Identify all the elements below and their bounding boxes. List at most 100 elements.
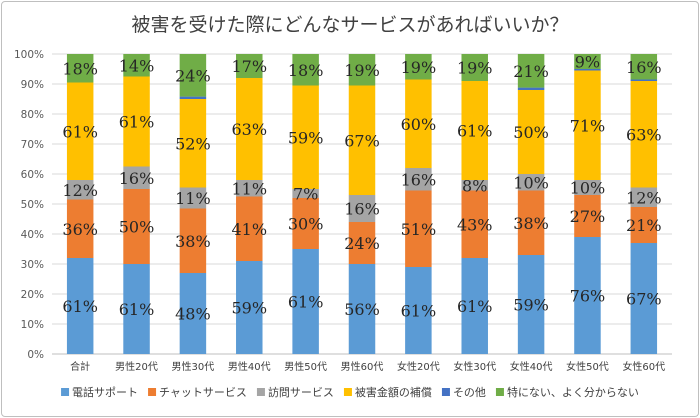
- data-label: 56%: [344, 300, 380, 319]
- bar-segment: [348, 222, 376, 264]
- legend-item: 電話サポート: [61, 385, 138, 399]
- data-label: 52%: [175, 134, 211, 153]
- data-labels: 61% 36% 12% 61% 18% 61% 50% 16% 61% 14% 48% 38% 11% 5…: [62, 53, 661, 324]
- bar-segment: [123, 166, 150, 189]
- bar-segment: [66, 54, 94, 83]
- bar-segment: [236, 180, 263, 197]
- data-label: 41%: [231, 220, 267, 239]
- chart-title: 被害を受けた際にどんなサービスがあればいいか？: [131, 14, 568, 36]
- bar-segment: [66, 258, 94, 354]
- data-label: 61%: [62, 122, 98, 141]
- data-label: 61%: [119, 300, 155, 319]
- bar-segment: [405, 168, 432, 191]
- data-label: 16%: [344, 200, 380, 219]
- bar-segment: [630, 54, 658, 80]
- data-label: 24%: [344, 234, 380, 253]
- bar-segment: [574, 237, 601, 354]
- data-label: 36%: [62, 220, 98, 239]
- x-tick-label: 男性50代: [284, 360, 327, 373]
- y-tick-label: 90%: [21, 79, 44, 91]
- data-label: 61%: [288, 293, 324, 312]
- data-label: 19%: [457, 59, 493, 78]
- y-tick-label: 0%: [27, 349, 44, 361]
- bar-segment: [123, 76, 150, 167]
- data-label: 61%: [401, 302, 437, 321]
- data-label: 21%: [513, 62, 549, 81]
- x-tick-label: 男性60代: [341, 360, 384, 373]
- data-label: 61%: [457, 122, 493, 141]
- data-label: 38%: [175, 232, 211, 251]
- data-label: 76%: [570, 287, 606, 306]
- bar-segment: [517, 174, 545, 191]
- bar-segment: [517, 190, 545, 255]
- legend-item: 訪問サービス: [256, 385, 334, 399]
- bar-segment: [236, 54, 263, 78]
- bar-segment: [630, 81, 658, 188]
- legend-item: 被害金額の補償: [343, 385, 432, 399]
- data-label: 30%: [288, 215, 324, 234]
- data-label: 61%: [62, 297, 98, 316]
- legend-swatch: [148, 388, 157, 396]
- data-label: 19%: [344, 61, 380, 80]
- data-label: 12%: [626, 188, 662, 207]
- bar-segment: [179, 54, 207, 97]
- y-tick-label: 100%: [14, 49, 44, 61]
- data-label: 14%: [119, 56, 155, 75]
- legend-label: 訪問サービス: [268, 385, 334, 399]
- data-label: 51%: [401, 220, 437, 239]
- data-label: 61%: [119, 113, 155, 132]
- y-tick-label: 10%: [21, 319, 44, 331]
- data-label: 8%: [462, 176, 487, 195]
- data-label: 16%: [401, 170, 437, 189]
- y-tick-label: 40%: [21, 229, 44, 241]
- bar-segment: [348, 54, 376, 86]
- bar-segment: [630, 187, 658, 207]
- data-label: 16%: [626, 58, 662, 77]
- x-tick-label: 男性40代: [228, 360, 271, 373]
- bar-segment: [517, 90, 545, 174]
- y-tick-label: 20%: [21, 289, 44, 301]
- data-label: 11%: [175, 189, 211, 208]
- bar-segment: [405, 267, 432, 354]
- y-axis: 0% 10% 20% 30% 40% 50% 60% 70% 80% 90% 100%: [14, 49, 44, 361]
- legend: 電話サポート チャットサービス 訪問サービス 被害金額の補償 その他 特にない、よく分から…: [61, 385, 639, 399]
- bar-segment: [236, 196, 263, 261]
- data-label: 71%: [570, 116, 606, 135]
- data-label: 10%: [513, 173, 549, 192]
- legend-label: 電話サポート: [72, 385, 138, 399]
- bar-segment: [348, 85, 376, 195]
- data-label: 63%: [231, 120, 267, 139]
- x-tick-label: 女性20代: [397, 360, 440, 373]
- legend-label: 特にない、よく分からない: [507, 385, 639, 399]
- legend-item: その他: [441, 386, 486, 399]
- data-label: 50%: [513, 123, 549, 142]
- bar-segment: [517, 87, 545, 90]
- data-label: 18%: [62, 59, 98, 78]
- y-tick-label: 70%: [21, 139, 44, 151]
- bar-segment: [630, 207, 658, 243]
- bar-segment: [348, 195, 376, 222]
- data-label: 60%: [401, 115, 437, 134]
- bar-segment: [461, 54, 488, 81]
- bar-segment: [292, 85, 319, 189]
- bar-segment: [574, 69, 601, 71]
- legend-swatch: [441, 388, 450, 396]
- bar-segment: [236, 261, 263, 354]
- legend-label: チャットサービス: [159, 386, 247, 399]
- data-label: 61%: [457, 297, 493, 316]
- bar-segment: [405, 54, 432, 80]
- data-label: 18%: [288, 61, 324, 80]
- bar-segment: [66, 199, 94, 258]
- legend-swatch: [61, 388, 70, 396]
- legend-label: その他: [453, 386, 486, 399]
- legend-swatch: [256, 388, 265, 396]
- bar-segment: [517, 54, 545, 88]
- bar-segment: [574, 70, 601, 180]
- legend-label: 被害金額の補償: [355, 385, 432, 399]
- data-label: 59%: [513, 296, 549, 315]
- data-label: 10%: [570, 179, 606, 198]
- x-tick-label: 男性30代: [172, 360, 215, 373]
- data-label: 50%: [119, 218, 155, 237]
- data-label: 7%: [293, 185, 318, 204]
